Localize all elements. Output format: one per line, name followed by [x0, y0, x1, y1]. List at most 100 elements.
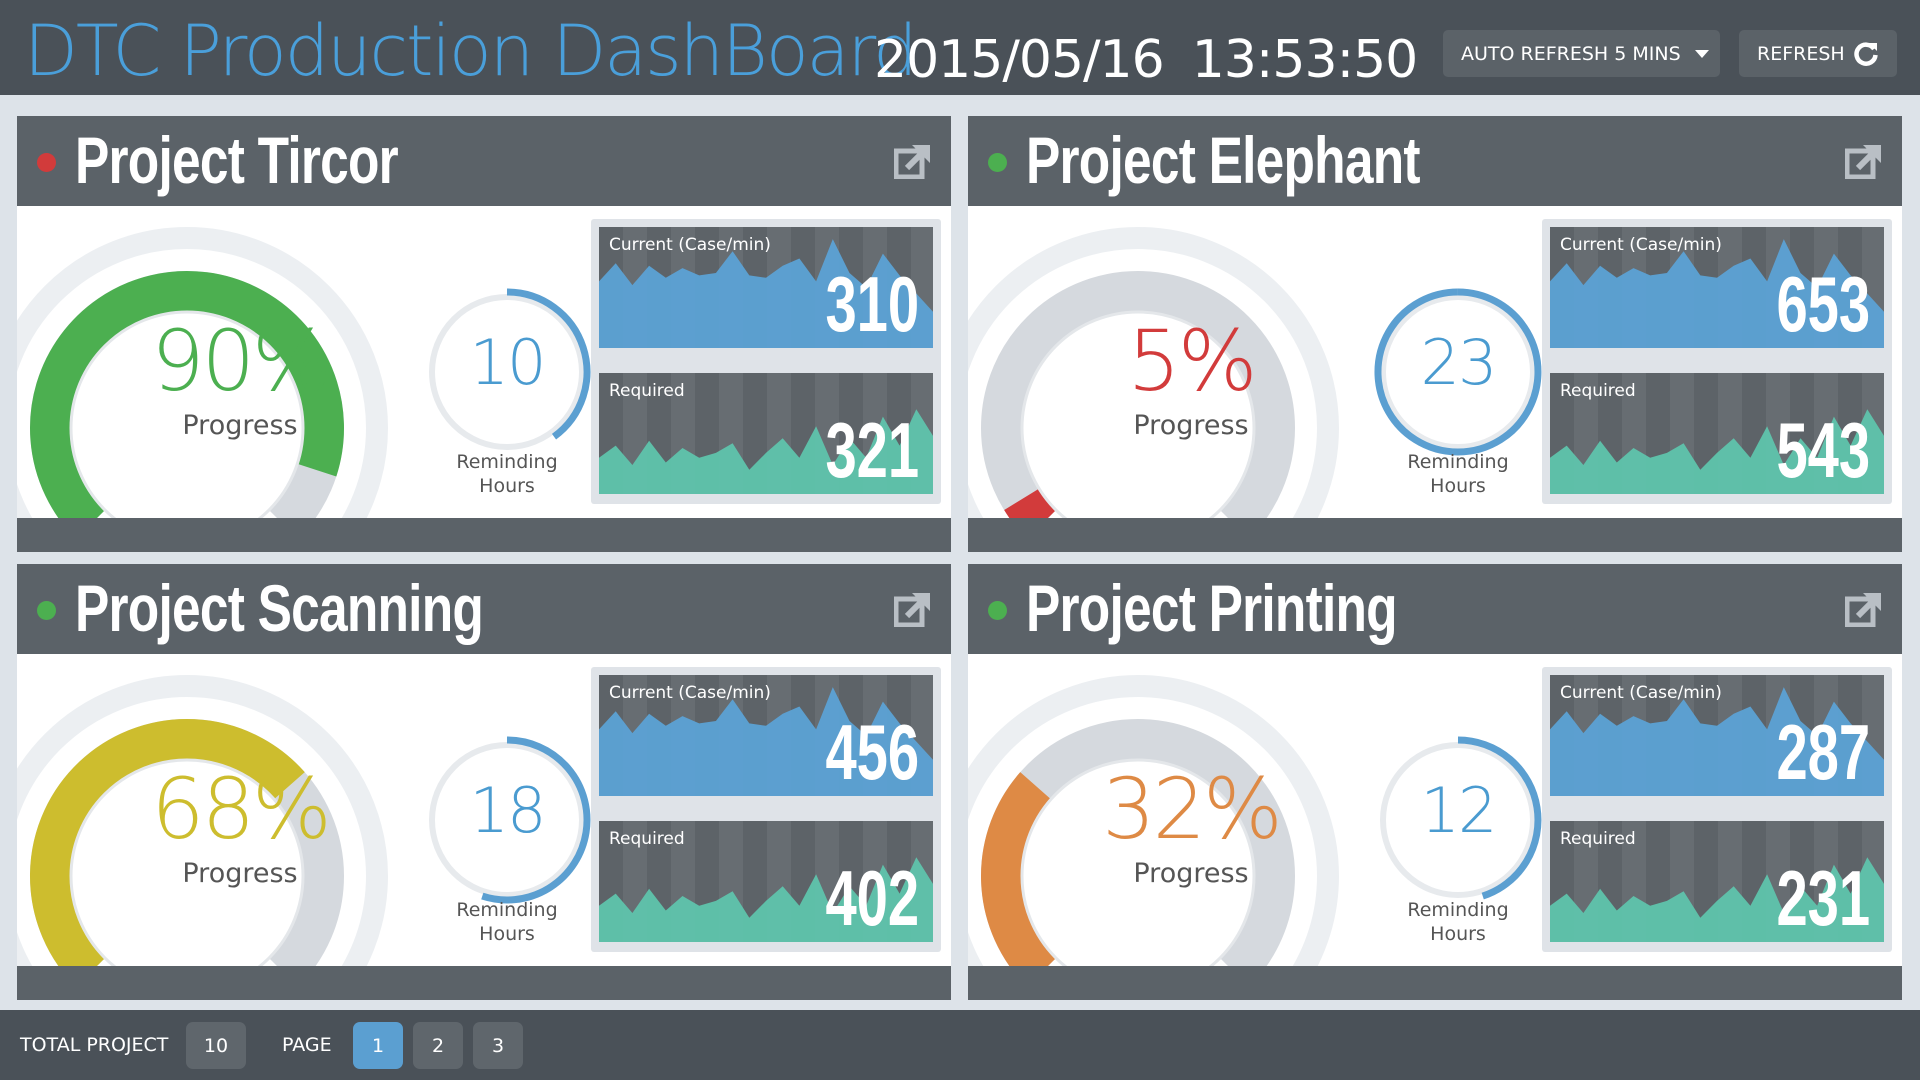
required-rate-area	[1550, 857, 1884, 942]
gauge-outer-ring	[17, 675, 388, 966]
remaining-hours-label-line1: Reminding	[456, 451, 558, 473]
card-header: Project Elephant	[968, 116, 1902, 206]
remaining-hours-label-line1: Reminding	[1407, 451, 1509, 473]
remaining-hours-label: Reminding Hours	[427, 450, 587, 498]
progress-gauge	[968, 227, 1339, 518]
required-rate-label: Required	[1560, 829, 1636, 849]
status-dot	[37, 153, 56, 172]
remaining-hours-label-line2: Hours	[1430, 475, 1486, 497]
current-rate-label: Current (Case/min)	[609, 683, 771, 703]
card-footer	[968, 518, 1902, 552]
page-label: PAGE	[282, 1034, 332, 1056]
bottom-bar: TOTAL PROJECT 10 PAGE 1 2 3	[0, 1010, 1920, 1080]
required-rate-area	[599, 409, 933, 494]
external-link-icon[interactable]	[1845, 591, 1883, 627]
remaining-hours-value: 12	[1420, 774, 1498, 847]
page-3-button[interactable]: 3	[473, 1022, 523, 1069]
auto-refresh-label: AUTO REFRESH 5 MINS	[1461, 42, 1681, 65]
required-rate-sparkline	[599, 373, 933, 494]
current-rate-area	[1550, 687, 1884, 796]
progress-label: Progress	[182, 858, 298, 889]
progress-percent: 32%	[1102, 760, 1283, 858]
gauge-progress-arc	[30, 271, 344, 518]
external-link-icon[interactable]	[894, 143, 932, 179]
required-rate-chart: Required 231	[1550, 821, 1884, 942]
date-time-display: 2015/05/16 13:53:50	[874, 30, 1418, 90]
required-rate-sparkline	[599, 821, 933, 942]
required-rate-label: Required	[1560, 381, 1636, 401]
required-rate-value: 402	[825, 854, 919, 942]
required-rate-sparkline	[1550, 373, 1884, 494]
required-rate-label: Required	[609, 829, 685, 849]
hours-ring-track	[1380, 742, 1536, 898]
progress-label: Progress	[1133, 410, 1249, 441]
gauge-track	[981, 271, 1295, 518]
caret-down-icon	[1694, 49, 1709, 58]
remaining-hours-ring	[429, 288, 591, 450]
current-rate-chart: Current (Case/min) 456	[599, 675, 933, 796]
current-rate-value: 287	[1776, 708, 1870, 796]
hours-ring-arc	[481, 736, 591, 904]
status-dot	[988, 153, 1007, 172]
current-rate-value: 653	[1776, 260, 1870, 348]
current-rate-sparkline	[1550, 675, 1884, 796]
required-rate-value: 321	[825, 406, 919, 494]
remaining-hours-label: Reminding Hours	[427, 898, 587, 946]
rate-charts: Current (Case/min) 456 Required 402	[591, 667, 941, 952]
card-footer	[968, 966, 1902, 1000]
current-rate-label: Current (Case/min)	[609, 235, 771, 255]
required-rate-chart: Required 543	[1550, 373, 1884, 494]
card-header: Project Scanning	[17, 564, 951, 654]
project-card-printing: Project Printing 32% Progress 12 Remindi…	[968, 564, 1902, 1000]
external-link-icon[interactable]	[1845, 143, 1883, 179]
page-1-button[interactable]: 1	[353, 1022, 403, 1069]
remaining-hours-label: Reminding Hours	[1378, 450, 1538, 498]
gauge-progress-arc	[30, 718, 305, 966]
gauge-inner-disc	[1020, 310, 1256, 518]
status-dot	[37, 601, 56, 620]
gauge-inner-disc	[1020, 758, 1256, 966]
progress-gauge	[968, 675, 1339, 966]
hours-ring-arc	[506, 288, 591, 440]
current-rate-sparkline	[599, 675, 933, 796]
current-rate-chart: Current (Case/min) 310	[599, 227, 933, 348]
hours-ring-track	[429, 742, 585, 898]
gauge-inner-disc	[69, 310, 305, 518]
gauge-progress-arc	[1004, 488, 1056, 518]
progress-label: Progress	[1133, 858, 1249, 889]
progress-percent: 90%	[151, 312, 332, 410]
required-rate-sparkline	[1550, 821, 1884, 942]
gauge-outer-ring	[968, 227, 1339, 518]
auto-refresh-dropdown[interactable]: AUTO REFRESH 5 MINS	[1443, 30, 1720, 77]
refresh-icon	[1854, 41, 1878, 66]
refresh-label: REFRESH	[1757, 42, 1845, 65]
gauge-inner-disc	[69, 758, 305, 966]
gauge-outer-ring	[968, 675, 1339, 966]
required-rate-value: 231	[1776, 854, 1870, 942]
remaining-hours-ring	[1374, 288, 1542, 456]
required-rate-label: Required	[609, 381, 685, 401]
page-2-button[interactable]: 2	[413, 1022, 463, 1069]
current-rate-area	[599, 239, 933, 348]
remaining-hours-ring	[1380, 736, 1542, 900]
current-rate-area	[1550, 239, 1884, 348]
status-dot	[988, 601, 1007, 620]
current-rate-value: 310	[825, 260, 919, 348]
progress-gauge	[17, 227, 388, 518]
refresh-button[interactable]: REFRESH	[1739, 30, 1897, 77]
external-link-icon[interactable]	[894, 591, 932, 627]
remaining-hours-label: Reminding Hours	[1378, 898, 1538, 946]
current-rate-sparkline	[1550, 227, 1884, 348]
project-title: Project Scanning	[75, 571, 484, 645]
required-rate-value: 543	[1776, 406, 1870, 494]
remaining-hours-value: 23	[1420, 326, 1498, 399]
card-footer	[17, 518, 951, 552]
date-display: 2015/05/16	[874, 30, 1165, 90]
card-header: Project Printing	[968, 564, 1902, 654]
required-rate-chart: Required 321	[599, 373, 933, 494]
project-card-tircor: Project Tircor 90% Progress 10 Reminding…	[17, 116, 951, 552]
total-project-count: 10	[186, 1022, 246, 1069]
total-project-label: TOTAL PROJECT	[20, 1034, 169, 1056]
progress-readout: 68% Progress	[125, 764, 355, 889]
project-card-elephant: Project Elephant 5% Progress 23 Remindin…	[968, 116, 1902, 552]
